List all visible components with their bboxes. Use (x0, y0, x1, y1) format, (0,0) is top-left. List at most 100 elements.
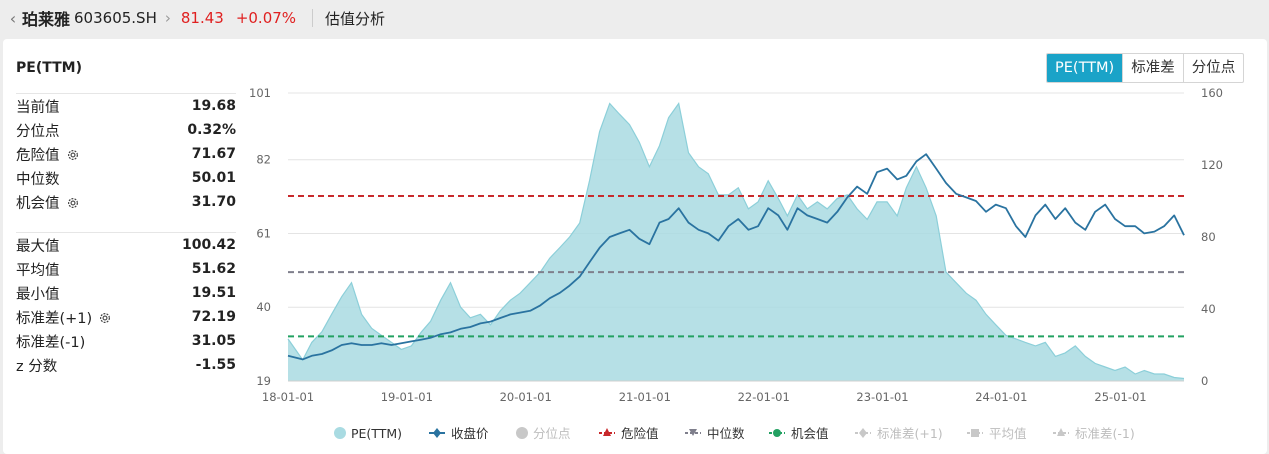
stats-group-current: 当前值 19.68 分位点 0.32% 危险值 71.67 中位数 50.01 机会值 31.70 (16, 93, 236, 214)
legend-label: 分位点 (533, 426, 571, 441)
gear-icon[interactable] (66, 196, 80, 210)
stat-label-text: 机会值 (16, 195, 60, 212)
stat-row: z 分数 -1.55 (16, 353, 236, 377)
stat-label-text: 标准差(+1) (16, 310, 93, 327)
stat-label: 当前值 (16, 96, 60, 117)
close-price-line (287, 153, 1185, 361)
legend-item[interactable]: PE(TTM) (334, 426, 402, 441)
tab-pe-ttm[interactable]: PE(TTM) (1047, 54, 1123, 82)
x-tick-label: 21-01-01 (619, 390, 671, 404)
legend-item[interactable]: 分位点 (516, 426, 571, 441)
y-right-tick-label: 120 (1201, 158, 1223, 172)
tab-percentile[interactable]: 分位点 (1182, 54, 1243, 82)
tab-std-dev[interactable]: 标准差 (1122, 54, 1183, 82)
legend-item[interactable]: 收盘价 (429, 426, 489, 441)
legend-label: 危险值 (621, 426, 659, 441)
legend-label: PE(TTM) (351, 426, 402, 441)
stat-label-text: z 分数 (16, 358, 58, 375)
y-left-tick-label: 40 (256, 300, 271, 314)
stat-value: 51.62 (191, 261, 236, 277)
stat-label: 平均值 (16, 259, 60, 280)
stock-code: 603605.SH (74, 9, 157, 27)
stat-label-text: 分位点 (16, 123, 60, 140)
stat-value: 31.05 (191, 333, 236, 349)
stat-row: 机会值 31.70 (16, 190, 236, 214)
page-title: 估值分析 (325, 9, 386, 28)
pe-chart: 101 82 61 40 19 160 120 80 40 0 18-01-01 19-01-01 20… (249, 86, 1223, 441)
stat-row: 最小值 19.51 (16, 281, 236, 305)
stat-row: 标准差(+1) 72.19 (16, 305, 236, 329)
stat-row: 标准差(-1) 31.05 (16, 329, 236, 353)
stat-value: 50.01 (191, 170, 236, 186)
legend-item[interactable]: 机会值 (769, 426, 829, 441)
stat-row: 危险值 71.67 (16, 142, 236, 166)
stat-value: 19.68 (191, 98, 236, 114)
legend-triangle-icon (603, 428, 611, 436)
y-right-tick-label: 0 (1201, 374, 1208, 388)
header-divider (312, 9, 314, 27)
stat-value: 72.19 (191, 309, 236, 325)
stat-row: 分位点 0.32% (16, 118, 236, 142)
back-chevron-icon[interactable]: ‹ (9, 8, 17, 28)
price-change: +0.07% (235, 9, 297, 27)
header-bar: ‹ 珀莱雅 603605.SH › 81.43 +0.07% 估值分析 (0, 0, 1269, 36)
legend-item[interactable]: 标准差(+1) (855, 426, 943, 441)
legend-label: 中位数 (707, 426, 745, 441)
legend-triangle-down-icon (689, 429, 697, 436)
y-left-tick-label: 101 (249, 86, 271, 100)
chevron-right-icon[interactable]: › (164, 9, 171, 27)
y-left-tick-label: 19 (256, 374, 271, 388)
legend-dot-icon (773, 429, 781, 437)
stat-label-text: 标准差(-1) (16, 334, 86, 351)
stat-label: 中位数 (16, 168, 60, 189)
stat-label: 危险值 (16, 144, 80, 165)
legend-square-icon (971, 429, 979, 437)
stat-value: 19.51 (191, 285, 236, 301)
pe-line (287, 102, 1185, 380)
stats-list: 当前值 19.68 分位点 0.32% 危险值 71.67 中位数 50.01 机会值 31.70… (16, 93, 236, 377)
legend-label: 标准差(+1) (877, 426, 943, 441)
stat-label: z 分数 (16, 355, 57, 376)
legend-item[interactable]: 危险值 (599, 426, 659, 441)
legend-triangle-icon (1057, 428, 1065, 436)
stat-label-text: 平均值 (16, 262, 60, 279)
legend-item[interactable]: 平均值 (967, 426, 1027, 441)
x-tick-label: 22-01-01 (738, 390, 790, 404)
valuation-panel: PE(TTM) 当前值 19.68 分位点 0.32% 危险值 71.67 中位数 50.01… (3, 39, 1267, 454)
stat-label: 最小值 (16, 283, 60, 304)
legend-item[interactable]: 标准差(-1) (1053, 426, 1135, 441)
metric-title: PE(TTM) (16, 60, 82, 76)
stat-label: 机会值 (16, 192, 80, 213)
stock-price: 81.43 (180, 9, 224, 27)
legend-circle-icon (516, 427, 528, 439)
stock-name: 珀莱雅 (22, 10, 71, 29)
stat-label-text: 危险值 (16, 147, 60, 164)
y-left-tick-label: 82 (256, 153, 271, 167)
stat-label: 最大值 (16, 235, 60, 256)
gear-icon[interactable] (98, 311, 112, 325)
x-tick-label: 24-01-01 (975, 390, 1027, 404)
stat-value: -1.55 (195, 357, 236, 373)
x-tick-label: 18-01-01 (262, 390, 314, 404)
stat-label: 标准差(+1) (16, 307, 112, 328)
legend-label: 标准差(-1) (1075, 426, 1135, 441)
pe-area (288, 103, 1184, 381)
y-left-tick-label: 61 (256, 226, 271, 240)
stat-label-text: 最小值 (16, 286, 60, 303)
y-right-tick-label: 160 (1201, 86, 1223, 100)
stats-group-history: 最大值 100.42 平均值 51.62 最小值 19.51 标准差(+1) 72.19 标准差… (16, 232, 236, 377)
legend-label: 收盘价 (451, 426, 489, 441)
metric-tabs: PE(TTM) 标准差 分位点 (1046, 53, 1245, 83)
gear-icon[interactable] (66, 148, 80, 162)
x-tick-label: 23-01-01 (856, 390, 908, 404)
legend-item[interactable]: 中位数 (685, 426, 745, 441)
stat-value: 0.32% (187, 122, 236, 138)
y-right-tick-label: 80 (1201, 230, 1216, 244)
legend-diamond-icon (859, 428, 867, 438)
stat-label: 分位点 (16, 120, 60, 141)
stat-value: 31.70 (191, 194, 236, 210)
stat-value: 100.42 (181, 237, 236, 253)
legend-label: 平均值 (989, 426, 1027, 441)
stat-row: 中位数 50.01 (16, 166, 236, 190)
y-right-tick-label: 40 (1201, 302, 1216, 316)
